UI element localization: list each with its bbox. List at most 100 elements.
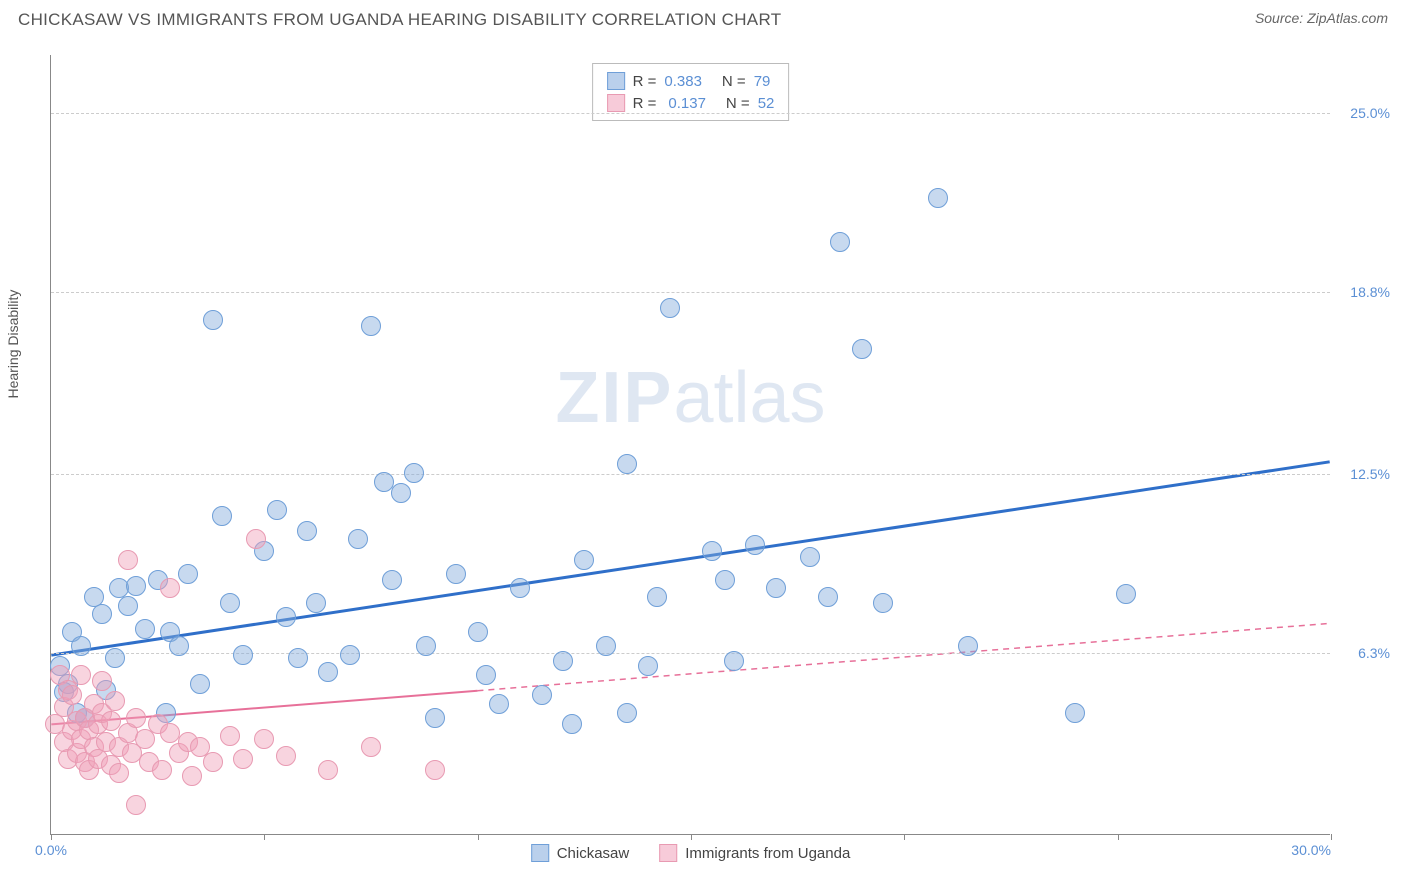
legend-r-value-0: 0.383 — [664, 73, 702, 90]
data-point — [118, 550, 138, 570]
data-point — [160, 578, 180, 598]
data-point — [276, 607, 296, 627]
data-point — [596, 636, 616, 656]
data-point — [126, 795, 146, 815]
legend-swatch-pink — [607, 94, 625, 112]
legend-n-value-0: 79 — [754, 73, 771, 90]
series-legend: Chickasaw Immigrants from Uganda — [531, 844, 851, 862]
legend-item-uganda: Immigrants from Uganda — [659, 844, 850, 862]
x-tick — [264, 834, 265, 840]
data-point — [126, 576, 146, 596]
data-point — [318, 662, 338, 682]
data-point — [510, 578, 530, 598]
data-point — [724, 651, 744, 671]
data-point — [745, 535, 765, 555]
data-point — [660, 298, 680, 318]
data-point — [220, 726, 240, 746]
y-axis-label: Hearing Disability — [5, 289, 21, 398]
y-tick-label: 18.8% — [1350, 284, 1390, 300]
data-point — [340, 645, 360, 665]
data-point — [638, 656, 658, 676]
legend-r-label: R = — [633, 95, 657, 112]
source-name: ZipAtlas.com — [1307, 10, 1388, 26]
data-point — [105, 648, 125, 668]
source-label: Source: — [1255, 10, 1303, 26]
data-point — [118, 596, 138, 616]
data-point — [182, 766, 202, 786]
data-point — [647, 587, 667, 607]
data-point — [233, 645, 253, 665]
data-point — [1065, 703, 1085, 723]
data-point — [306, 593, 326, 613]
legend-label-1: Immigrants from Uganda — [685, 845, 850, 862]
data-point — [574, 550, 594, 570]
data-point — [276, 746, 296, 766]
data-point — [425, 760, 445, 780]
data-point — [446, 564, 466, 584]
legend-label-0: Chickasaw — [557, 845, 630, 862]
data-point — [178, 564, 198, 584]
grid-line — [51, 292, 1330, 293]
watermark: ZIPatlas — [555, 357, 825, 439]
data-point — [476, 665, 496, 685]
y-tick-label: 25.0% — [1350, 105, 1390, 121]
x-tick — [1331, 834, 1332, 840]
data-point — [267, 500, 287, 520]
x-tick — [904, 834, 905, 840]
grid-line — [51, 113, 1330, 114]
data-point — [246, 529, 266, 549]
y-tick-label: 12.5% — [1350, 466, 1390, 482]
chart-container: Hearing Disability ZIPatlas R = 0.383 N … — [50, 55, 1386, 855]
data-point — [852, 339, 872, 359]
data-point — [425, 708, 445, 728]
legend-n-value-1: 52 — [758, 95, 775, 112]
data-point — [288, 648, 308, 668]
data-point — [1116, 584, 1136, 604]
data-point — [553, 651, 573, 671]
data-point — [818, 587, 838, 607]
data-point — [617, 454, 637, 474]
legend-swatch-pink — [659, 844, 677, 862]
data-point — [297, 521, 317, 541]
data-point — [169, 636, 189, 656]
legend-swatch-blue — [607, 72, 625, 90]
data-point — [532, 685, 552, 705]
legend-row-series-1: R = 0.137 N = 52 — [607, 92, 775, 114]
data-point — [766, 578, 786, 598]
legend-item-chickasaw: Chickasaw — [531, 844, 630, 862]
data-point — [62, 685, 82, 705]
data-point — [562, 714, 582, 734]
data-point — [105, 691, 125, 711]
data-point — [71, 636, 91, 656]
x-tick — [691, 834, 692, 840]
data-point — [800, 547, 820, 567]
x-tick-label: 0.0% — [35, 842, 67, 858]
data-point — [361, 316, 381, 336]
data-point — [233, 749, 253, 769]
data-point — [830, 232, 850, 252]
chart-header: CHICKASAW VS IMMIGRANTS FROM UGANDA HEAR… — [0, 0, 1406, 34]
data-point — [135, 619, 155, 639]
data-point — [92, 604, 112, 624]
data-point — [203, 752, 223, 772]
legend-n-label: N = — [726, 95, 750, 112]
data-point — [126, 708, 146, 728]
data-point — [391, 483, 411, 503]
legend-n-label: N = — [722, 73, 746, 90]
x-tick — [51, 834, 52, 840]
watermark-atlas: atlas — [673, 358, 825, 438]
data-point — [109, 763, 129, 783]
data-point — [190, 674, 210, 694]
legend-r-label: R = — [633, 73, 657, 90]
data-point — [220, 593, 240, 613]
data-point — [873, 593, 893, 613]
watermark-zip: ZIP — [555, 358, 673, 438]
data-point — [617, 703, 637, 723]
chart-title: CHICKASAW VS IMMIGRANTS FROM UGANDA HEAR… — [18, 10, 781, 30]
x-tick — [478, 834, 479, 840]
data-point — [489, 694, 509, 714]
legend-swatch-blue — [531, 844, 549, 862]
x-tick-label: 30.0% — [1291, 842, 1331, 858]
data-point — [361, 737, 381, 757]
data-point — [212, 506, 232, 526]
